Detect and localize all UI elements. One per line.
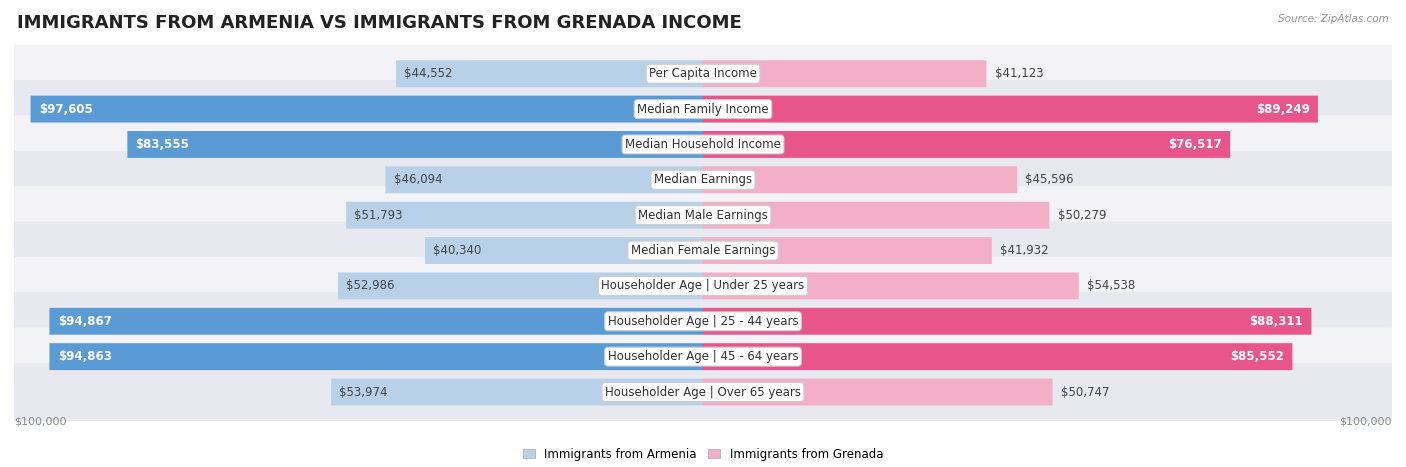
- Text: Median Family Income: Median Family Income: [637, 103, 769, 116]
- FancyBboxPatch shape: [14, 221, 1392, 280]
- FancyBboxPatch shape: [14, 115, 1392, 173]
- Text: Median Earnings: Median Earnings: [654, 173, 752, 186]
- Text: Per Capita Income: Per Capita Income: [650, 67, 756, 80]
- Text: $88,311: $88,311: [1250, 315, 1303, 328]
- Text: $41,123: $41,123: [994, 67, 1043, 80]
- FancyBboxPatch shape: [385, 166, 703, 193]
- FancyBboxPatch shape: [14, 363, 1392, 421]
- Text: $44,552: $44,552: [405, 67, 453, 80]
- FancyBboxPatch shape: [703, 166, 1017, 193]
- Text: Householder Age | 25 - 44 years: Householder Age | 25 - 44 years: [607, 315, 799, 328]
- Text: Median Male Earnings: Median Male Earnings: [638, 209, 768, 222]
- Text: $53,974: $53,974: [339, 385, 388, 398]
- Text: $94,867: $94,867: [58, 315, 111, 328]
- Text: $41,932: $41,932: [1000, 244, 1049, 257]
- Text: Median Household Income: Median Household Income: [626, 138, 780, 151]
- FancyBboxPatch shape: [337, 272, 703, 299]
- Text: $50,747: $50,747: [1062, 385, 1109, 398]
- Text: Householder Age | Under 25 years: Householder Age | Under 25 years: [602, 279, 804, 292]
- Text: Source: ZipAtlas.com: Source: ZipAtlas.com: [1278, 14, 1389, 24]
- Text: Median Female Earnings: Median Female Earnings: [631, 244, 775, 257]
- FancyBboxPatch shape: [703, 202, 1049, 229]
- Text: $100,000: $100,000: [1340, 416, 1392, 426]
- Text: $54,538: $54,538: [1087, 279, 1135, 292]
- Text: Householder Age | Over 65 years: Householder Age | Over 65 years: [605, 385, 801, 398]
- FancyBboxPatch shape: [703, 343, 1292, 370]
- Text: $97,605: $97,605: [39, 103, 93, 116]
- Text: IMMIGRANTS FROM ARMENIA VS IMMIGRANTS FROM GRENADA INCOME: IMMIGRANTS FROM ARMENIA VS IMMIGRANTS FR…: [17, 14, 741, 32]
- FancyBboxPatch shape: [425, 237, 703, 264]
- FancyBboxPatch shape: [14, 186, 1392, 244]
- Text: $83,555: $83,555: [135, 138, 190, 151]
- FancyBboxPatch shape: [346, 202, 703, 229]
- Text: Householder Age | 45 - 64 years: Householder Age | 45 - 64 years: [607, 350, 799, 363]
- FancyBboxPatch shape: [703, 131, 1230, 158]
- FancyBboxPatch shape: [703, 379, 1053, 405]
- Text: $85,552: $85,552: [1230, 350, 1284, 363]
- Text: $51,793: $51,793: [354, 209, 404, 222]
- FancyBboxPatch shape: [14, 80, 1392, 138]
- Text: $45,596: $45,596: [1025, 173, 1074, 186]
- Text: $100,000: $100,000: [14, 416, 66, 426]
- FancyBboxPatch shape: [49, 308, 703, 335]
- FancyBboxPatch shape: [703, 272, 1078, 299]
- FancyBboxPatch shape: [14, 45, 1392, 103]
- FancyBboxPatch shape: [14, 328, 1392, 386]
- FancyBboxPatch shape: [128, 131, 703, 158]
- FancyBboxPatch shape: [703, 237, 991, 264]
- Text: $40,340: $40,340: [433, 244, 482, 257]
- FancyBboxPatch shape: [14, 292, 1392, 350]
- Text: $50,279: $50,279: [1057, 209, 1107, 222]
- FancyBboxPatch shape: [703, 60, 987, 87]
- FancyBboxPatch shape: [31, 96, 703, 122]
- FancyBboxPatch shape: [14, 151, 1392, 209]
- FancyBboxPatch shape: [396, 60, 703, 87]
- Text: $46,094: $46,094: [394, 173, 443, 186]
- FancyBboxPatch shape: [703, 308, 1312, 335]
- FancyBboxPatch shape: [703, 96, 1317, 122]
- Text: $52,986: $52,986: [346, 279, 395, 292]
- Text: $89,249: $89,249: [1256, 103, 1309, 116]
- FancyBboxPatch shape: [14, 257, 1392, 315]
- FancyBboxPatch shape: [49, 343, 703, 370]
- Text: $76,517: $76,517: [1168, 138, 1222, 151]
- FancyBboxPatch shape: [332, 379, 703, 405]
- Legend: Immigrants from Armenia, Immigrants from Grenada: Immigrants from Armenia, Immigrants from…: [519, 443, 887, 466]
- Text: $94,863: $94,863: [58, 350, 111, 363]
